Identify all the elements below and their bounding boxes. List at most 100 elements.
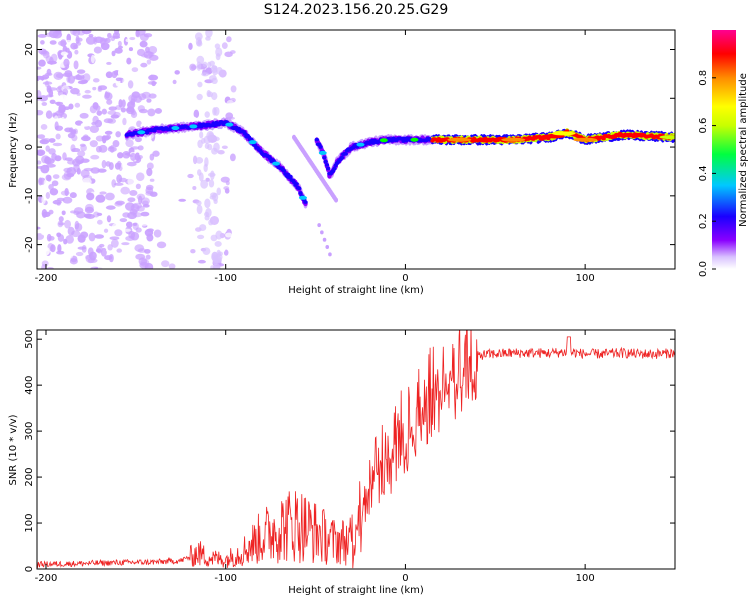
noise-blob [52, 142, 63, 147]
noise-blob [226, 36, 232, 43]
noise-blob [117, 69, 123, 77]
noise-blob [140, 62, 148, 68]
noise-blob [83, 167, 94, 172]
noise-blob [37, 160, 42, 165]
x-tick-label: -200 [35, 573, 58, 584]
noise-blob [145, 184, 154, 191]
noise-blob [37, 79, 43, 88]
noise-blob [130, 152, 137, 161]
noise-blob [112, 140, 120, 148]
noise-blob [126, 221, 133, 228]
noise-blob [129, 190, 138, 196]
noise-blob [141, 54, 149, 58]
noise-blob [135, 227, 142, 233]
noise-blob [70, 131, 76, 136]
noise-blob [70, 30, 78, 35]
ridge-cell [298, 191, 303, 195]
noise-blob [100, 37, 106, 46]
noise-blob [122, 228, 131, 232]
noise-blob [161, 260, 170, 268]
noise-blob [73, 60, 79, 70]
noise-blob [204, 111, 210, 118]
noise-blob [199, 224, 207, 231]
noise-blob [112, 32, 121, 38]
noise-blob [223, 186, 230, 191]
noise-blob [221, 145, 228, 149]
noise-blob [83, 213, 92, 218]
noise-blob [216, 66, 223, 75]
noise-blob [40, 124, 48, 130]
noise-blob [92, 86, 97, 91]
noise-blob [81, 135, 91, 142]
ridge-peak [298, 195, 307, 200]
noise-blob [134, 136, 142, 143]
noise-blob [90, 154, 100, 160]
spectrogram-frame [36, 29, 676, 270]
noise-blob [67, 75, 76, 84]
noise-blob [154, 107, 163, 114]
noise-blob [132, 212, 143, 218]
colorbar-tick-label: 0.8 [698, 70, 709, 86]
noise-blob [101, 108, 107, 115]
noise-blob [76, 160, 84, 164]
x-tick-label: 0 [402, 573, 408, 584]
noise-blob [107, 32, 112, 39]
noise-blob [158, 39, 164, 46]
noise-blob [80, 169, 90, 178]
noise-blob [103, 228, 109, 233]
ridge-peak [225, 122, 234, 127]
noise-blob [104, 255, 113, 261]
noise-blob [57, 40, 67, 46]
noise-blob [62, 196, 73, 204]
y-tick-label: 0 [24, 144, 35, 150]
noise-blob [105, 87, 113, 93]
noise-blob [74, 220, 80, 230]
noise-blob [198, 172, 204, 182]
noise-blob [113, 122, 123, 129]
noise-blob [65, 47, 70, 53]
noise-blob [54, 155, 62, 162]
noise-blob [186, 74, 191, 82]
noise-blob [68, 251, 74, 259]
noise-blob [121, 162, 127, 169]
noise-blob [65, 235, 74, 244]
y-tick-label: 200 [24, 468, 35, 487]
ridge-peak [474, 137, 499, 142]
snr-panel: -200 -100 0 100 0 100 200 300 400 500 Height of … [8, 329, 676, 596]
noise-blob [146, 162, 154, 170]
noise-blob [127, 80, 134, 89]
noise-blob [126, 161, 137, 167]
noise-blob [37, 33, 47, 38]
noise-blob [128, 47, 134, 52]
noise-blob [121, 99, 126, 108]
noise-blob [43, 179, 50, 188]
noise-blob [70, 210, 76, 214]
noise-blob [107, 118, 117, 124]
noise-blob [139, 40, 148, 48]
noise-blob [77, 234, 86, 243]
noise-blob [50, 53, 58, 63]
noise-blob [77, 30, 86, 36]
noise-blob [127, 197, 136, 203]
noise-blob [128, 94, 138, 103]
spectrogram-x-ticks: -200 -100 0 100 [35, 30, 595, 284]
noise-blob [136, 172, 145, 182]
noise-blob [71, 230, 81, 238]
x-tick-label: -200 [35, 273, 58, 284]
noise-blob [109, 236, 120, 241]
noise-blob [213, 263, 221, 269]
ridge-peak [540, 134, 565, 139]
noise-blob [213, 198, 218, 205]
colorbar: 0.0 0.2 0.4 0.6 0.8 Normalized spectral ampl… [698, 30, 749, 277]
ridge-cell [328, 252, 332, 257]
noise-blob [196, 40, 203, 47]
x-tick-label: -100 [214, 273, 237, 284]
noise-blob [57, 234, 65, 242]
noise-blob [125, 235, 135, 241]
noise-blob [122, 150, 131, 159]
noise-blob [38, 87, 47, 93]
noise-blob [145, 254, 151, 260]
noise-blob [205, 36, 211, 41]
noise-blob [81, 177, 92, 186]
spectrogram-plot-area [37, 30, 675, 269]
